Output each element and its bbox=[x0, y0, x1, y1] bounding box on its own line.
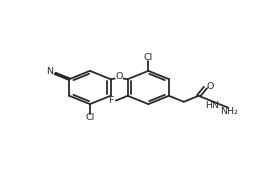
Text: N: N bbox=[46, 67, 53, 76]
Text: O: O bbox=[207, 82, 214, 91]
Text: Cl: Cl bbox=[144, 53, 153, 62]
Text: O: O bbox=[115, 72, 123, 81]
Text: HN: HN bbox=[205, 101, 219, 110]
Text: Cl: Cl bbox=[85, 113, 95, 122]
Text: NH₂: NH₂ bbox=[220, 107, 238, 116]
Text: F: F bbox=[108, 96, 113, 105]
